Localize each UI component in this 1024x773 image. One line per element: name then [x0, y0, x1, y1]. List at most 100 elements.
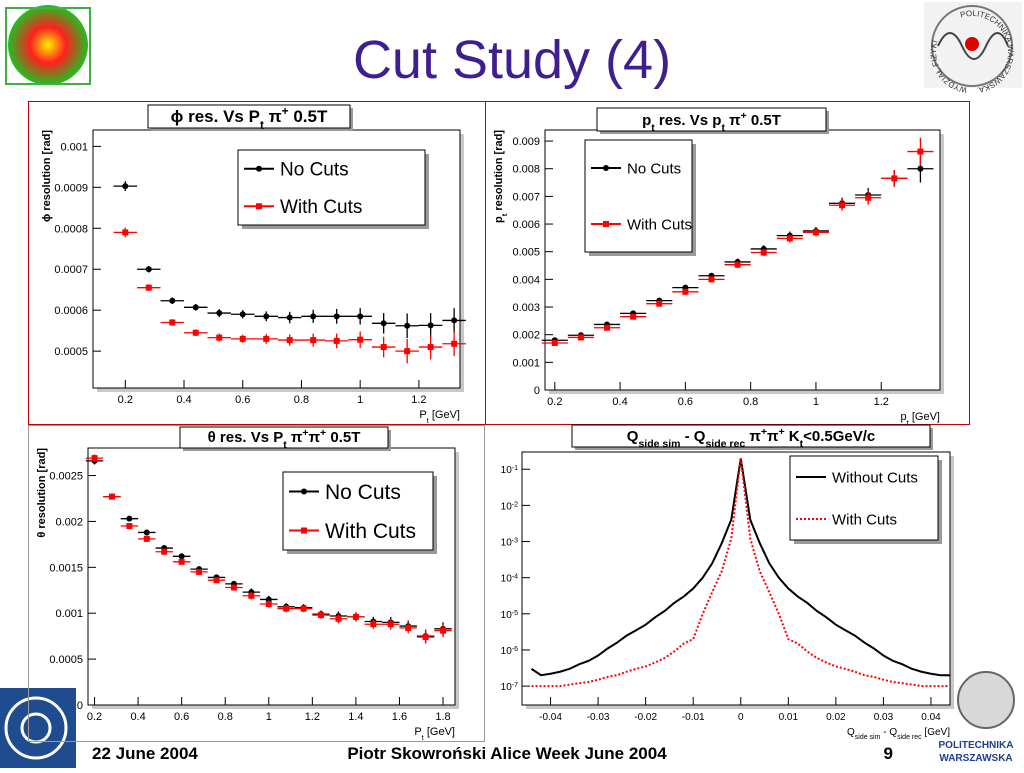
- x-tick-label: 1.2: [411, 394, 426, 406]
- y-tick-label: 0.002: [512, 330, 540, 342]
- y-tick-label: 0.0006: [54, 305, 88, 317]
- marker: [380, 344, 387, 351]
- x-tick-label: 0: [738, 712, 744, 723]
- x-tick-label: 1.4: [348, 711, 363, 723]
- x-tick-label: 0.02: [826, 712, 846, 723]
- marker: [213, 577, 220, 584]
- x-tick-label: 1.6: [392, 711, 407, 723]
- text-part: [GeV]: [429, 409, 460, 421]
- title-box: [596, 107, 827, 132]
- marker: [812, 229, 819, 236]
- y-tick-label: 0.003: [512, 302, 540, 314]
- panel-frame: [28, 425, 485, 742]
- y-tick-label: 10-7: [501, 682, 518, 694]
- marker: [248, 592, 255, 599]
- text-part: [GeV]: [424, 726, 455, 738]
- x-tick-label: 1: [357, 394, 363, 406]
- text-part: p: [642, 112, 651, 129]
- text-part: π: [745, 428, 761, 445]
- legend-box: [584, 139, 693, 253]
- marker: [370, 621, 377, 628]
- y-axis-label: θ resolution [rad]: [36, 448, 48, 538]
- text-part: +: [761, 426, 767, 438]
- y-tick-label: 0.0009: [54, 182, 88, 194]
- y-tick-label: 0.001: [512, 357, 540, 369]
- legend-marker: [256, 203, 262, 210]
- text-part: π: [725, 112, 741, 129]
- legend-label: With Cuts: [832, 511, 897, 528]
- text-part: [GeV]: [922, 727, 951, 738]
- marker: [917, 148, 924, 155]
- marker: [263, 335, 270, 342]
- footer-date: 22 June 2004: [92, 744, 198, 763]
- x-tick-label: 0.01: [779, 712, 799, 723]
- title-box: [179, 426, 389, 449]
- tick-base: 10: [501, 538, 513, 549]
- text-part: side sim: [638, 438, 680, 450]
- x-tick-label: 0.4: [612, 396, 627, 408]
- tick-exponent: -2: [512, 501, 518, 508]
- marker: [169, 297, 176, 304]
- x-tick-label: -0.04: [539, 712, 562, 723]
- marker: [126, 523, 133, 530]
- text-part: θ resolution [rad]: [36, 448, 48, 538]
- text-part: 0.5T: [326, 429, 360, 446]
- y-axis-label: pt resolution [rad]: [493, 130, 509, 223]
- marker: [630, 313, 637, 320]
- y-tick-label: 0.0015: [49, 562, 83, 574]
- text-part: π: [264, 107, 282, 126]
- chart-title: θ res. Vs Pt π+π+ 0.5T: [208, 427, 361, 451]
- y-tick-label: 0.009: [512, 136, 540, 148]
- legend-marker: [256, 165, 262, 172]
- marker: [786, 235, 793, 242]
- legend-label: With Cuts: [280, 197, 362, 218]
- x-tick-label: 0.04: [921, 712, 941, 723]
- y-tick-label: 0.0005: [49, 654, 83, 666]
- marker: [427, 344, 434, 351]
- text-part: t: [260, 118, 264, 132]
- y-tick-label: 0.001: [60, 141, 88, 153]
- marker: [577, 334, 584, 341]
- x-axis-label: pt [GeV]: [901, 411, 940, 427]
- x-tick-label: 0.4: [176, 394, 191, 406]
- text-part: p: [901, 411, 907, 423]
- text-part: Q: [847, 727, 855, 738]
- text-part: θ res. Vs P: [208, 429, 284, 446]
- text-part: ϕ resolution [rad]: [41, 130, 53, 222]
- institution-text: POLITECHNIKA: [939, 740, 1014, 751]
- text-part: t: [907, 418, 910, 427]
- marker: [310, 313, 317, 320]
- marker: [300, 605, 307, 612]
- x-tick-label: 1.8: [435, 711, 450, 723]
- marker: [422, 634, 429, 641]
- marker: [178, 553, 185, 560]
- text-part: - Q: [880, 727, 897, 738]
- marker: [333, 313, 340, 320]
- marker: [283, 605, 290, 612]
- y-tick-label: 0.0008: [54, 223, 88, 235]
- x-tick-label: 0.6: [174, 711, 189, 723]
- marker: [405, 624, 412, 631]
- marker: [318, 612, 325, 619]
- legend-label: No Cuts: [280, 159, 349, 180]
- legend-label: Without Cuts: [832, 469, 918, 486]
- y-tick-label: 0: [534, 385, 540, 397]
- tick-base: 10: [501, 682, 513, 693]
- x-tick-label: 0.2: [118, 394, 133, 406]
- x-axis-label: Pt [GeV]: [414, 726, 455, 742]
- footer-author: Piotr Skowroński Alice Week June 2004: [347, 744, 667, 763]
- legend-box: [789, 455, 939, 541]
- text-part: +: [282, 104, 289, 118]
- marker: [357, 336, 364, 343]
- text-part: 0.5T: [289, 107, 328, 126]
- text-part: t: [721, 122, 725, 134]
- text-part: side rec: [705, 438, 745, 450]
- x-tick-label: 0.8: [294, 394, 309, 406]
- marker: [239, 311, 246, 318]
- cern-logo: [0, 688, 76, 768]
- y-tick-label: 0.005: [512, 247, 540, 259]
- page-number: 9: [884, 744, 893, 763]
- text-part: +: [778, 426, 784, 438]
- institution-text: WARSZAWSKA: [939, 753, 1012, 764]
